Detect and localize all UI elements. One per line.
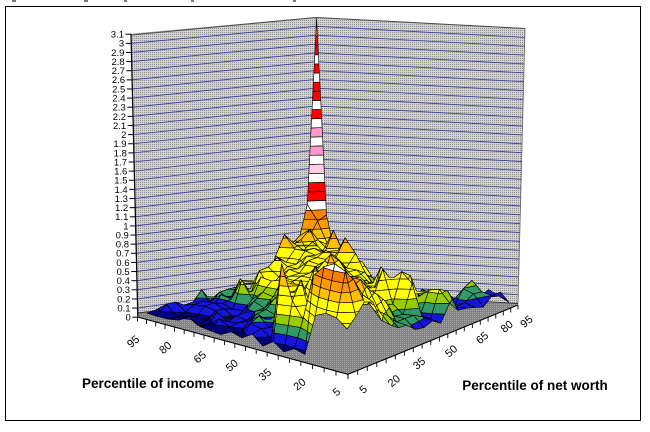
svg-text:2.7: 2.7	[112, 66, 125, 77]
svg-text:1: 1	[123, 221, 128, 232]
svg-text:Percentile of net worth: Percentile of net worth	[462, 378, 608, 393]
svg-text:1.9: 1.9	[113, 139, 126, 150]
svg-text:1.3: 1.3	[115, 194, 128, 205]
svg-text:0.3: 0.3	[117, 285, 130, 296]
svg-text:1.1: 1.1	[115, 212, 128, 223]
svg-text:3.1: 3.1	[111, 30, 124, 41]
svg-text:2.5: 2.5	[112, 84, 125, 95]
svg-text:2.8: 2.8	[111, 57, 124, 68]
svg-text:2: 2	[121, 130, 126, 141]
svg-text:2.2: 2.2	[113, 112, 126, 123]
svg-text:Percentile of income: Percentile of income	[82, 376, 215, 391]
svg-text:0.2: 0.2	[117, 294, 130, 305]
svg-text:0: 0	[126, 313, 131, 324]
svg-text:1.6: 1.6	[114, 167, 127, 178]
svg-text:0.9: 0.9	[116, 230, 129, 241]
svg-text:1.4: 1.4	[114, 185, 127, 196]
svg-text:2.4: 2.4	[112, 94, 125, 105]
svg-text:3: 3	[119, 39, 124, 50]
svg-text:0.6: 0.6	[116, 258, 129, 269]
svg-text:2.3: 2.3	[113, 103, 126, 114]
svg-text:0.1: 0.1	[117, 304, 130, 315]
svg-text:1.2: 1.2	[115, 203, 128, 214]
svg-text:2.6: 2.6	[112, 75, 125, 86]
svg-text:1.7: 1.7	[114, 157, 127, 168]
svg-text:1.8: 1.8	[114, 148, 127, 159]
svg-text:2.1: 2.1	[113, 121, 126, 132]
svg-text:1.5: 1.5	[114, 176, 127, 187]
svg-text:2.9: 2.9	[111, 48, 124, 59]
svg-text:0.8: 0.8	[116, 240, 129, 251]
svg-text:0.4: 0.4	[117, 276, 130, 287]
svg-text:0.7: 0.7	[116, 249, 129, 260]
svg-text:0.5: 0.5	[116, 267, 129, 278]
